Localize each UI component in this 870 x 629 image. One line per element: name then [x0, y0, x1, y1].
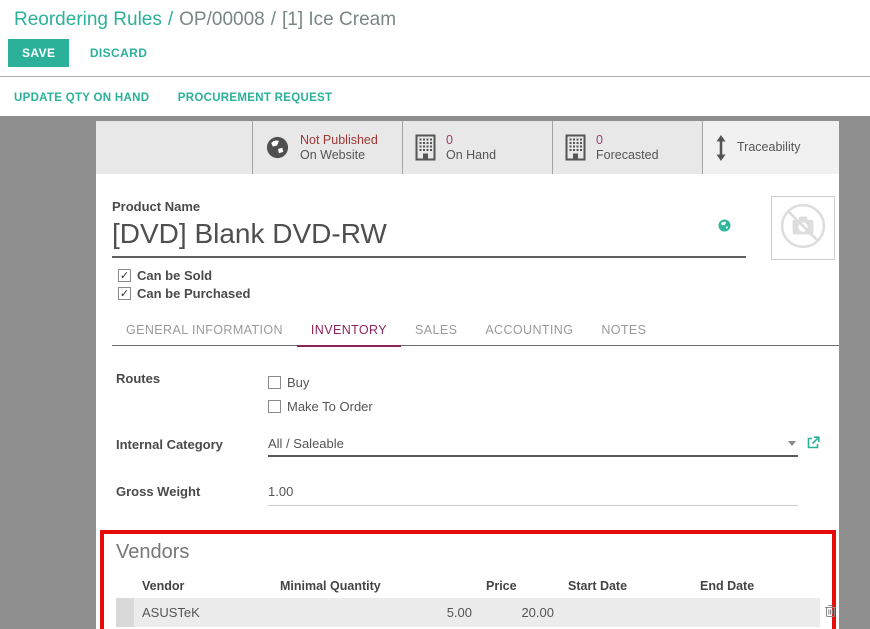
gross-weight-label: Gross Weight	[116, 484, 201, 499]
can-be-sold-checkbox[interactable]: ✓	[118, 268, 131, 282]
action-buttons: SAVE DISCARD	[0, 31, 870, 76]
breadcrumb-root-link[interactable]: Reordering Rules	[14, 9, 162, 30]
cell-minimal-quantity[interactable]: 5.00	[446, 605, 472, 620]
globe-icon	[265, 135, 290, 160]
column-header-vendor[interactable]: Vendor	[142, 579, 185, 593]
product-name-label: Product Name	[112, 199, 201, 214]
caret-down-icon[interactable]	[788, 441, 796, 446]
update-qty-on-hand-button[interactable]: UPDATE QTY ON HAND	[14, 92, 150, 104]
column-header-start-date[interactable]: Start Date	[568, 579, 628, 593]
cell-price[interactable]: 20.00	[521, 605, 554, 620]
divider	[0, 76, 870, 77]
website-publish-button[interactable]: Not Published On Website	[252, 121, 402, 174]
vendors-section-title: Vendors	[116, 541, 190, 563]
save-button[interactable]: SAVE	[8, 39, 70, 67]
product-name-field-wrap: [DVD] Blank DVD-RW	[112, 216, 746, 258]
internal-category-row: Internal Category All / Saleable	[112, 436, 839, 457]
breadcrumb: Reordering Rules / OP/00008/[1] Ice Cream	[0, 0, 870, 31]
object-buttons-row: UPDATE QTY ON HAND PROCUREMENT REQUEST	[0, 77, 870, 116]
route-mto-checkbox[interactable]	[268, 399, 281, 413]
form-sheet: Not Published On Website	[96, 121, 839, 629]
publish-status: Not Published	[300, 132, 378, 147]
vendor-table-row[interactable]: ASUSTeK 5.00 20.00	[116, 598, 836, 627]
vendors-header-row: Vendor Minimal Quantity Price Start Date…	[116, 574, 820, 598]
breadcrumb-separator: /	[167, 9, 174, 30]
can-be-purchased-label: Can be Purchased	[137, 285, 251, 301]
translate-globe-icon[interactable]	[718, 219, 731, 237]
breadcrumb-record: OP/00008	[179, 9, 265, 30]
column-header-end-date[interactable]: End Date	[700, 579, 755, 593]
product-name-input[interactable]: [DVD] Blank DVD-RW	[112, 218, 387, 249]
notebook-tabs: GENERAL INFORMATION INVENTORY SALES ACCO…	[112, 317, 839, 347]
route-mto-row: Make To Order	[268, 394, 373, 418]
route-buy-row: Buy	[268, 370, 373, 394]
forecasted-value: 0	[596, 132, 603, 147]
tab-inventory[interactable]: INVENTORY	[296, 317, 402, 347]
control-panel: Reordering Rules / OP/00008/[1] Ice Cream …	[0, 0, 870, 116]
cell-vendor[interactable]: ASUSTeK	[142, 605, 200, 620]
internal-category-input[interactable]: All / Saleable	[268, 436, 344, 451]
traceability-button[interactable]: Traceability	[702, 121, 839, 174]
forecasted-label: Forecasted	[596, 147, 659, 162]
building-icon	[565, 134, 586, 161]
vendors-table: Vendor Minimal Quantity Price Start Date…	[116, 574, 836, 627]
tab-notes[interactable]: NOTES	[601, 323, 647, 337]
gross-weight-input[interactable]: 1.00	[268, 484, 294, 499]
column-header-price[interactable]: Price	[486, 579, 517, 593]
route-buy-checkbox[interactable]	[268, 375, 281, 389]
can-be-sold-row: ✓ Can be Sold	[118, 266, 839, 284]
external-link-icon[interactable]	[806, 436, 820, 455]
can-be-purchased-row: ✓ Can be Purchased	[118, 284, 839, 302]
on-hand-label: On Hand	[446, 147, 497, 162]
gross-weight-row: Gross Weight 1.00	[112, 483, 839, 506]
forecasted-button[interactable]: 0 Forecasted	[552, 121, 702, 174]
drag-handle[interactable]	[116, 598, 134, 627]
discard-button[interactable]: DISCARD	[89, 46, 148, 60]
procurement-request-button[interactable]: PROCUREMENT REQUEST	[177, 92, 333, 104]
can-be-purchased-checkbox[interactable]: ✓	[118, 286, 131, 300]
on-hand-value: 0	[446, 132, 453, 147]
on-hand-button[interactable]: 0 On Hand	[402, 121, 552, 174]
camera-off-icon	[779, 202, 827, 255]
page-background: Not Published On Website	[0, 116, 870, 629]
product-image-upload[interactable]	[771, 196, 835, 260]
tab-sales[interactable]: SALES	[415, 323, 458, 337]
breadcrumb-current: [1] Ice Cream	[282, 9, 397, 30]
route-mto-label: Make To Order	[287, 398, 373, 414]
building-icon	[415, 134, 436, 161]
tab-accounting[interactable]: ACCOUNTING	[485, 323, 574, 337]
route-buy-label: Buy	[287, 374, 310, 390]
publish-target: On Website	[300, 147, 366, 162]
updown-arrow-icon	[715, 134, 727, 161]
can-be-sold-label: Can be Sold	[137, 267, 213, 283]
breadcrumb-separator: /	[270, 9, 276, 30]
stat-button-box: Not Published On Website	[96, 121, 839, 174]
trash-icon[interactable]	[824, 604, 845, 621]
traceability-label: Traceability	[737, 140, 801, 154]
column-header-minimal-quantity[interactable]: Minimal Quantity	[280, 579, 381, 593]
vendors-highlight-box: Vendors Vendor Minimal Quantity Price St…	[100, 530, 836, 629]
tab-general-information[interactable]: GENERAL INFORMATION	[126, 323, 283, 337]
internal-category-label: Internal Category	[116, 437, 223, 452]
routes-row: Routes Buy Make To Order	[112, 370, 839, 418]
routes-label: Routes	[116, 371, 161, 386]
